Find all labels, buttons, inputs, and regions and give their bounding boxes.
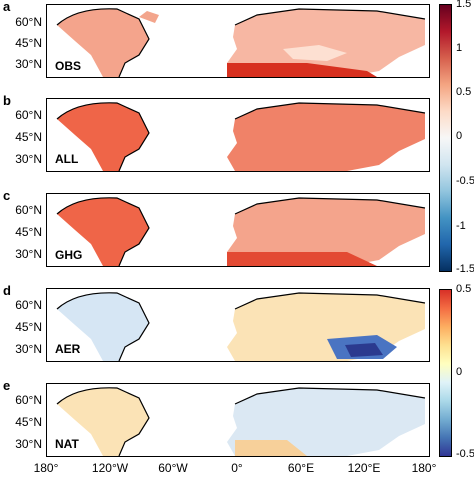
lon-tick: 180° — [411, 461, 437, 475]
lon-tick: 60°W — [158, 461, 188, 475]
colorbar-top-tick: -1 — [456, 220, 466, 232]
lat-tick: 30°N — [15, 437, 42, 451]
map-panel-nat — [46, 383, 430, 457]
lat-tick: 30°N — [15, 247, 42, 261]
lat-tick: 30°N — [15, 342, 42, 356]
map-panel-aer — [46, 288, 430, 362]
lat-tick: 60°N — [15, 15, 42, 29]
panel-letter-b: b — [3, 93, 11, 108]
colorbar-top-tick: -0.5 — [456, 175, 474, 187]
lat-tick: 30°N — [15, 57, 42, 71]
run-label-nat: NAT — [55, 437, 79, 451]
colorbar-top-tick: -1.5 — [456, 263, 474, 275]
panel-letter-e: e — [3, 378, 11, 393]
lon-tick: 180° — [33, 461, 59, 475]
run-label-ghg: GHG — [55, 248, 83, 262]
colorbar-bottom-tick: -0.5 — [456, 448, 474, 460]
lon-tick: 120°E — [347, 461, 381, 475]
map-panel-ghg — [46, 193, 430, 267]
panel-letter-d: d — [3, 283, 11, 298]
lat-tick: 60°N — [15, 393, 42, 407]
lon-tick: 0° — [231, 461, 243, 475]
lat-tick: 60°N — [15, 108, 42, 122]
colorbar-bottom — [439, 289, 452, 457]
lat-tick: 45°N — [15, 130, 42, 144]
run-label-obs: OBS — [55, 59, 82, 73]
run-label-all: ALL — [55, 152, 79, 166]
panel-letter-a: a — [3, 0, 11, 14]
colorbar-top-tick: 1 — [456, 42, 463, 54]
lat-tick: 45°N — [15, 225, 42, 239]
map-panel-obs — [46, 4, 430, 78]
colorbar-top-tick: 0 — [456, 130, 463, 142]
colorbar-bottom-tick: 0 — [456, 366, 463, 378]
lon-tick: 120°W — [91, 461, 129, 475]
colorbar-top-tick: 1.5 — [456, 0, 472, 10]
lat-tick: 30°N — [15, 152, 42, 166]
panel-letter-c: c — [3, 188, 11, 203]
colorbar-top — [439, 4, 452, 272]
lat-tick: 45°N — [15, 36, 42, 50]
colorbar-bottom-tick: 0.5 — [456, 283, 472, 295]
colorbar-top-tick: 0.5 — [456, 86, 472, 98]
lat-tick: 60°N — [15, 298, 42, 312]
lat-tick: 45°N — [15, 320, 42, 334]
lat-tick: 60°N — [15, 203, 42, 217]
map-panel-all — [46, 98, 430, 172]
lat-tick: 45°N — [15, 415, 42, 429]
run-label-aer: AER — [55, 342, 81, 356]
lon-tick: 60°E — [287, 461, 315, 475]
